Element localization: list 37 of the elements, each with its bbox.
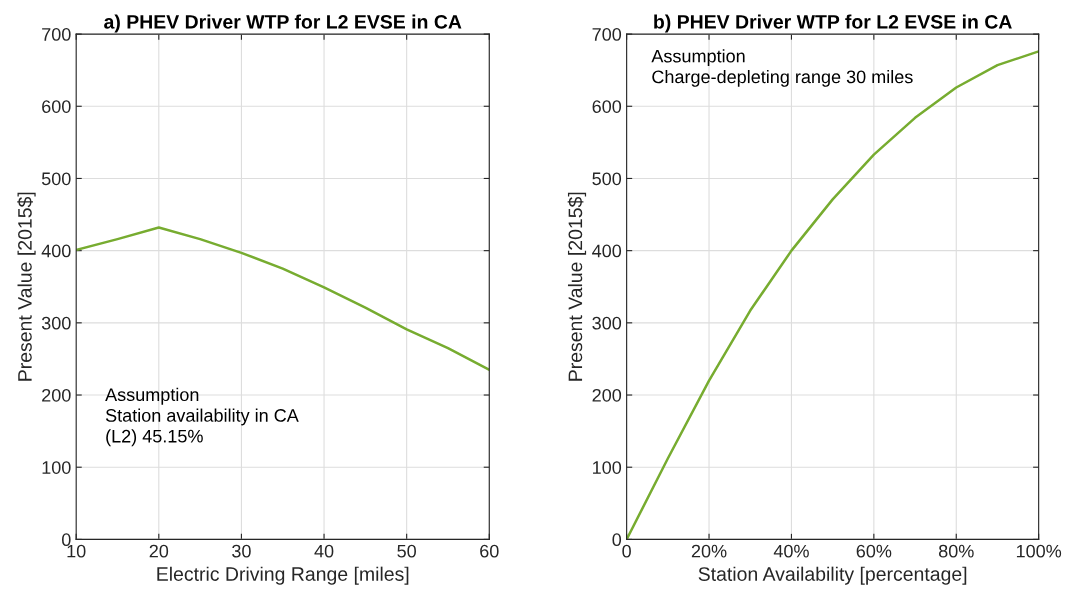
y-tick-label: 300 xyxy=(592,316,622,330)
x-tick-label: 0 xyxy=(622,544,631,558)
x-axis-title: Station Availability [percentage] xyxy=(698,566,967,585)
y-tick-label: 200 xyxy=(592,388,622,402)
x-tick-label: 10 xyxy=(67,544,86,558)
annotation: Assumption Station availability in CA (L2) 45.15% xyxy=(105,387,299,447)
x-tick-label: 30 xyxy=(232,544,251,558)
y-tick-label: 500 xyxy=(592,172,622,186)
y-tick-label: 600 xyxy=(42,100,71,113)
y-tick-label: 400 xyxy=(41,244,71,258)
y-tick-label: 100 xyxy=(42,461,71,474)
x-tick-label: 20 xyxy=(149,544,169,558)
chart-title: a) PHEV Driver WTP for L2 EVSE in CA xyxy=(104,14,462,33)
x-tick-label: 80% xyxy=(938,544,974,558)
x-tick-label: 100% xyxy=(1016,544,1062,558)
x-tick-label: 60% xyxy=(856,544,892,558)
y-tick-label: 0 xyxy=(61,533,71,547)
y-tick-label: 500 xyxy=(41,172,71,186)
x-axis-title: Electric Driving Range [miles] xyxy=(157,566,409,585)
chart-title: b) PHEV Driver WTP for L2 EVSE in CA xyxy=(654,14,1012,33)
x-tick-label: 50 xyxy=(397,544,416,558)
y-tick-label: 0 xyxy=(612,533,622,547)
x-tick-label: 60 xyxy=(480,544,499,558)
y-tick-label: 400 xyxy=(592,244,622,258)
y-tick-label: 700 xyxy=(42,28,71,41)
y-tick-label: 100 xyxy=(593,461,622,474)
y-axis-title: Present Value [2015$] xyxy=(17,192,36,381)
y-tick-label: 600 xyxy=(592,100,622,113)
x-tick-label: 40 xyxy=(314,544,334,558)
x-tick-label: 40% xyxy=(773,544,809,558)
y-tick-label: 300 xyxy=(41,316,71,330)
line-series xyxy=(76,226,490,372)
y-tick-label: 700 xyxy=(592,28,622,41)
annotation: Assumption Charge-depleting range 30 miles xyxy=(651,49,913,87)
y-tick-label: 200 xyxy=(42,388,71,402)
y-axis-title: Present Value [2015$] xyxy=(567,192,587,381)
x-tick-label: 20% xyxy=(691,544,727,558)
